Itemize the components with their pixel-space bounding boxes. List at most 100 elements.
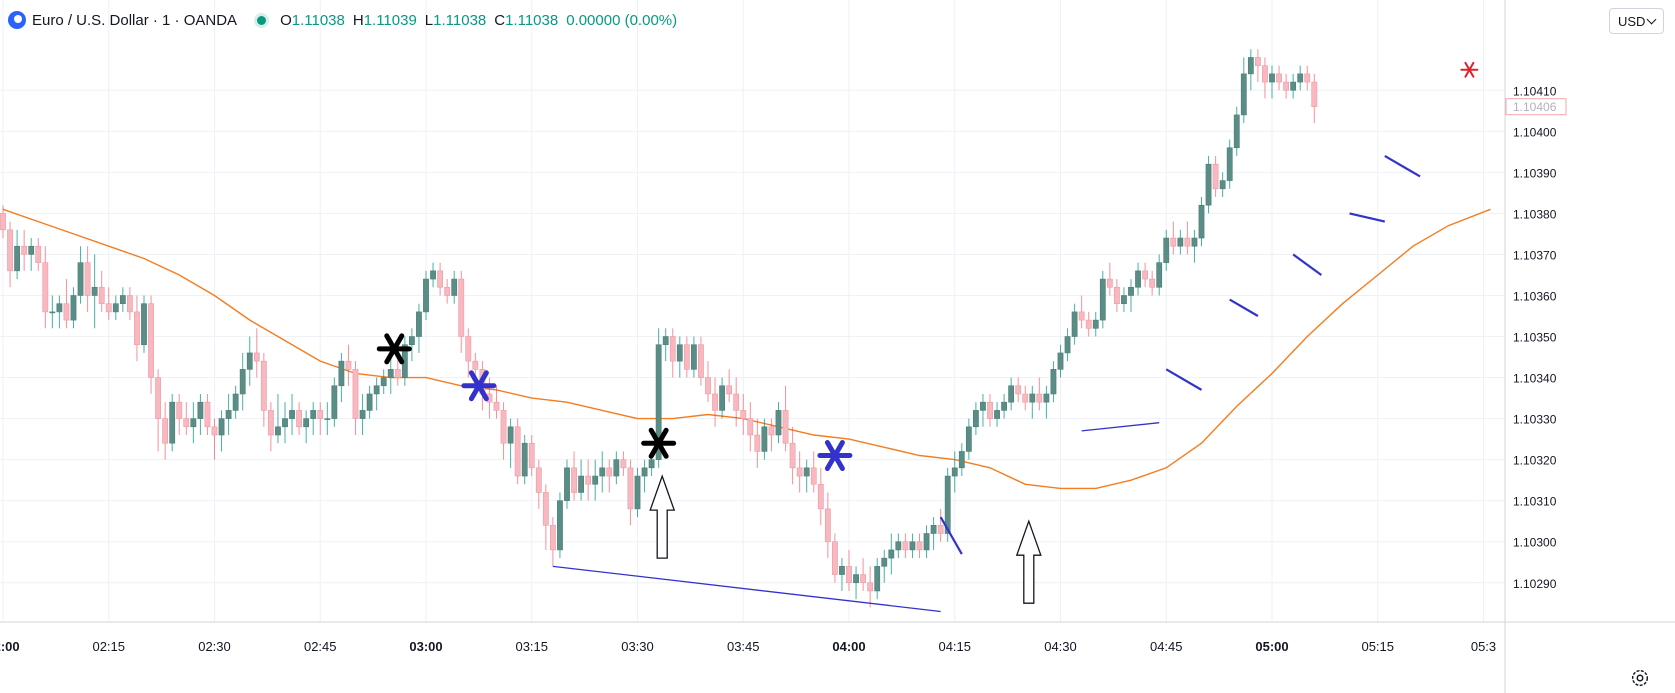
candle-up: [141, 295, 147, 353]
arrow-up-icon[interactable]: [649, 474, 676, 559]
gear-icon[interactable]: [1629, 667, 1651, 689]
candle-body: [148, 303, 154, 378]
candle-body: [1163, 237, 1170, 263]
trendline[interactable]: [552, 565, 941, 613]
candle-up: [662, 328, 669, 362]
candle-down: [1283, 73, 1289, 99]
candle-body: [965, 426, 972, 452]
candle-up: [408, 328, 415, 362]
candle-down: [105, 287, 112, 321]
candle-up: [578, 459, 584, 501]
candle-body: [860, 574, 866, 584]
candle-body: [70, 295, 77, 321]
candle-body: [28, 245, 35, 255]
candle-body: [190, 418, 197, 428]
candle-body: [1262, 65, 1268, 83]
candle-body: [465, 336, 472, 362]
currency-select[interactable]: USD: [1609, 8, 1664, 34]
candle-down: [500, 402, 507, 460]
candle-body: [937, 524, 944, 534]
annotation-stroke[interactable]: [1292, 253, 1322, 276]
candle-down: [1085, 311, 1092, 337]
drawing-annotations[interactable]: [376, 61, 1479, 613]
candlestick-series: [0, 49, 1318, 608]
candle-down: [1212, 155, 1219, 197]
candle-up: [225, 393, 232, 436]
annotation-stroke[interactable]: [1384, 154, 1421, 178]
annotation-stroke[interactable]: [1349, 212, 1386, 223]
candle-up: [303, 410, 310, 444]
candle-body: [1036, 393, 1043, 403]
candle-body: [21, 245, 28, 255]
annotation-stroke[interactable]: [1165, 368, 1203, 391]
candle-up: [1057, 344, 1064, 378]
candle-down: [260, 352, 267, 427]
time-tick-label: 04:15: [938, 639, 971, 654]
candle-up: [1071, 303, 1078, 345]
candle-down: [493, 385, 500, 419]
candle-body: [169, 401, 176, 444]
candle-up: [373, 377, 380, 411]
annotation-stroke[interactable]: [939, 516, 963, 555]
candle-up: [1008, 377, 1015, 411]
candle-body: [141, 303, 147, 346]
candle-down: [444, 279, 451, 304]
candle-up: [1205, 155, 1212, 214]
#3333cc-asterisk-mark[interactable]: [817, 440, 853, 472]
candle-down: [1184, 221, 1191, 255]
market-status-icon[interactable]: [257, 15, 267, 25]
candle-down: [7, 221, 13, 288]
candle-up: [1233, 106, 1240, 156]
#3333cc-asterisk-mark[interactable]: [461, 370, 497, 402]
candle-body: [310, 410, 317, 419]
time-tick-label: 02:30: [198, 639, 231, 654]
candle-up: [1135, 262, 1141, 296]
candle-body: [500, 410, 507, 444]
candle-down: [528, 435, 535, 477]
candle-body: [1114, 286, 1120, 304]
candle-body: [176, 401, 183, 419]
candle-body: [620, 459, 627, 469]
price-tick-label: 1.10290: [1513, 577, 1557, 591]
candle-up: [366, 385, 373, 419]
candle-down: [824, 492, 831, 559]
candle-body: [352, 369, 359, 419]
candle-body: [810, 467, 817, 485]
candle-body: [119, 295, 126, 304]
annotation-stroke[interactable]: [1229, 298, 1259, 317]
candle-body: [42, 262, 49, 313]
candle-up: [1290, 73, 1297, 99]
candle-down: [867, 566, 874, 608]
trendline[interactable]: [1081, 422, 1160, 432]
arrow-up-icon[interactable]: [1015, 519, 1042, 604]
candle-up: [70, 287, 77, 329]
candle-down: [705, 361, 711, 403]
time-tick-label: 02:15: [92, 639, 125, 654]
candle-body: [275, 426, 281, 436]
candle-up: [1064, 328, 1071, 362]
candle-down: [620, 451, 627, 477]
candle-down: [437, 262, 443, 296]
candle-up: [1219, 172, 1226, 197]
time-tick-label: 05:3: [1471, 639, 1496, 654]
candle-body: [803, 467, 810, 477]
candle-body: [296, 410, 302, 428]
candle-up: [1121, 287, 1127, 312]
candle-body: [867, 582, 874, 592]
candle-body: [726, 385, 733, 395]
candle-up: [14, 229, 20, 280]
#000000-asterisk-mark[interactable]: [376, 333, 412, 365]
#000000-asterisk-mark[interactable]: [641, 427, 677, 459]
symbol-title[interactable]: Euro / U.S. Dollar · 1 · OANDA: [32, 11, 238, 29]
candle-up: [1191, 229, 1198, 263]
candle-up: [197, 393, 204, 436]
candle-down: [535, 459, 542, 509]
#e0202a-asterisk-mark[interactable]: [1460, 61, 1479, 78]
candle-down: [296, 402, 302, 436]
candle-down: [902, 533, 909, 559]
candle-body: [1205, 163, 1212, 206]
candle-body: [549, 524, 556, 551]
candle-up: [239, 352, 246, 411]
